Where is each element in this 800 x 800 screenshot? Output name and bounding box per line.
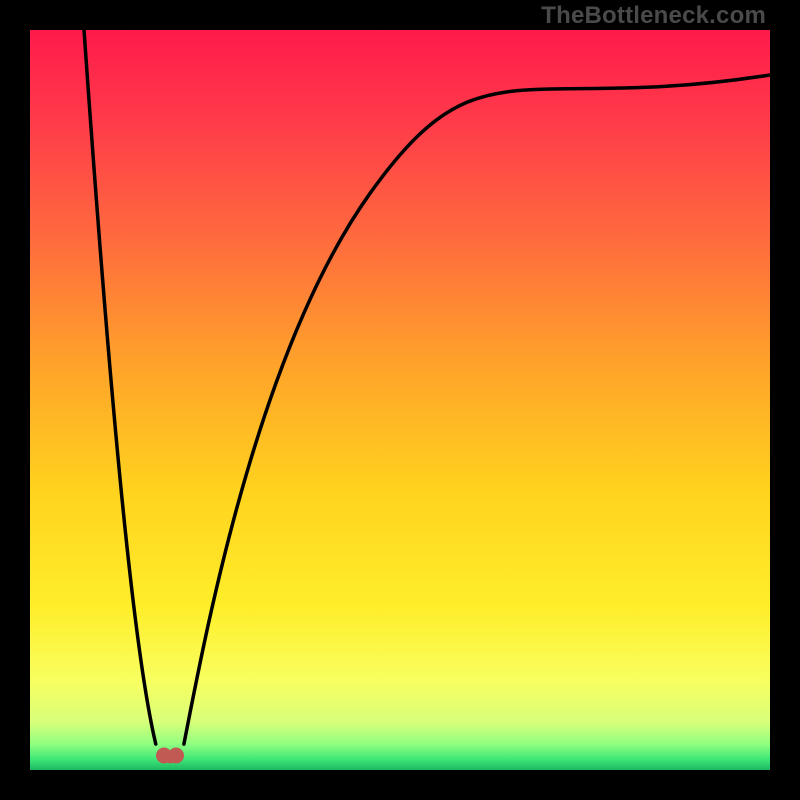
frame-edge-bottom — [0, 770, 800, 800]
bottleneck-curve — [30, 30, 770, 770]
curve-right-branch — [184, 74, 770, 744]
plot-area — [30, 30, 770, 770]
frame-edge-right — [770, 0, 800, 800]
chart-stage: TheBottleneck.com — [0, 0, 800, 800]
valley-marker — [156, 741, 184, 762]
curve-left-branch — [84, 30, 156, 744]
frame-edge-left — [0, 0, 30, 800]
watermark-label: TheBottleneck.com — [541, 2, 766, 30]
